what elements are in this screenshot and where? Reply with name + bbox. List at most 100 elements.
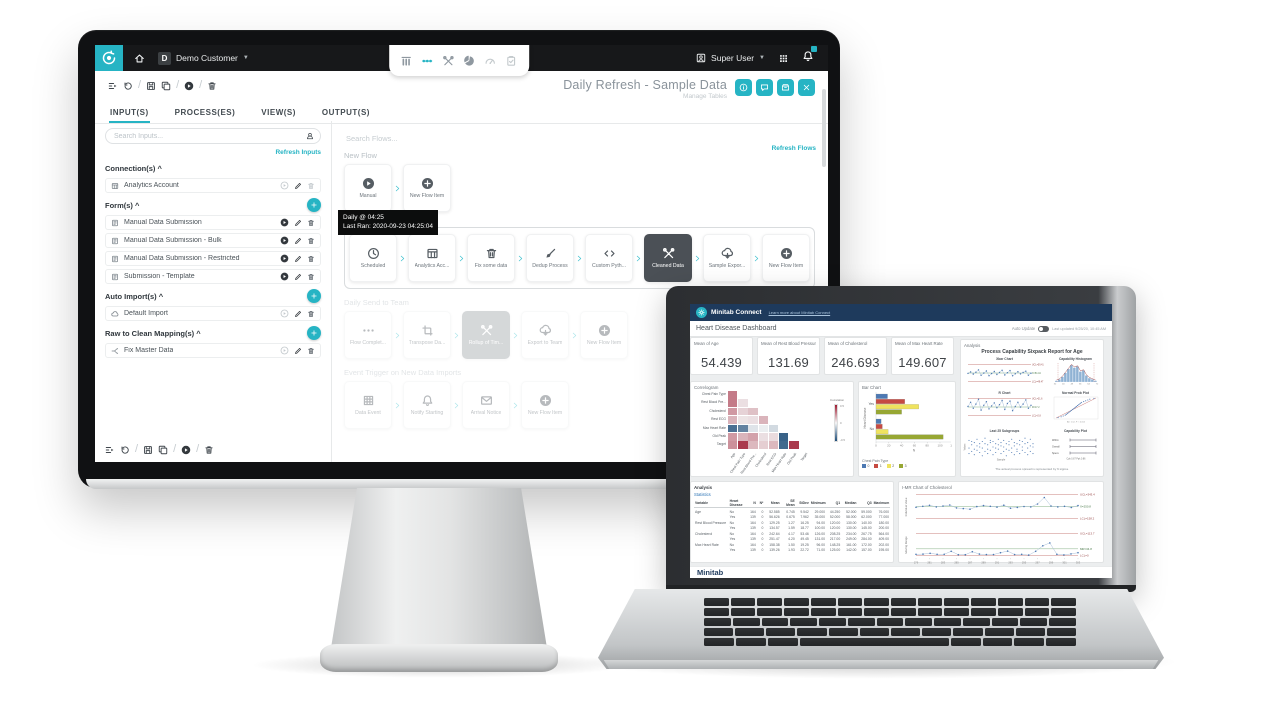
flow-step-sample-expor[interactable]: Sample Expor...: [703, 234, 751, 282]
heatmap-cell: [738, 407, 748, 416]
chat-button[interactable]: [756, 79, 773, 96]
run-icon[interactable]: [280, 309, 289, 318]
nav-flow-dots-icon[interactable]: [421, 55, 433, 67]
flow-step-scheduled[interactable]: Scheduled: [349, 234, 397, 282]
list-item-manual-data-submission-restricted[interactable]: Manual Data Submission - Restricted: [105, 251, 321, 266]
delete-icon[interactable]: [307, 347, 315, 355]
learn-more-link[interactable]: Learn more about Minitab Connect: [768, 310, 831, 315]
flow-step-fix-some-data[interactable]: Fix some data: [467, 234, 515, 282]
nav-tools-icon[interactable]: [442, 55, 454, 67]
delete-icon[interactable]: [307, 182, 315, 190]
refresh-inputs-link[interactable]: Refresh Inputs: [275, 149, 321, 156]
flow-step-manual[interactable]: Manual: [344, 164, 392, 212]
auto-update-toggle[interactable]: [1038, 325, 1050, 332]
org-selector[interactable]: D Demo Customer ▼: [158, 51, 249, 65]
section-label[interactable]: Connection(s) ^: [105, 163, 162, 173]
tab-output-s[interactable]: OUTPUT(S): [321, 108, 370, 117]
user-menu[interactable]: Super User ▼: [696, 53, 765, 63]
flow-step-new-flow-item[interactable]: New Flow Item: [521, 381, 569, 429]
run-icon[interactable]: [280, 254, 289, 263]
list-item-manual-data-submission-bulk[interactable]: Manual Data Submission - Bulk: [105, 233, 321, 248]
section-label[interactable]: Form(s) ^: [105, 200, 140, 210]
tab-input-s[interactable]: INPUT(S): [109, 104, 150, 123]
delete-icon[interactable]: [307, 255, 315, 263]
toolbar-flow-list-icon[interactable]: [108, 81, 118, 91]
apps-grid-icon[interactable]: [778, 53, 789, 64]
toolbar-flow-list-icon[interactable]: [105, 445, 115, 455]
flow-step-arrival-notice[interactable]: Arrival Notice: [462, 381, 510, 429]
edit-icon[interactable]: [294, 219, 302, 227]
flow-step-cleaned-data[interactable]: Cleaned Data: [644, 234, 692, 282]
flow-step-new-flow-item[interactable]: New Flow Item: [403, 164, 451, 212]
list-item-default-import[interactable]: Default Import: [105, 306, 321, 321]
toolbar-trash-icon[interactable]: [207, 81, 217, 91]
run-icon[interactable]: [280, 272, 289, 281]
flow-step-notify-starting[interactable]: Notify Starting: [403, 381, 451, 429]
toolbar-play-c-icon[interactable]: [184, 81, 194, 91]
close-button[interactable]: [798, 79, 815, 96]
add-button[interactable]: [307, 289, 321, 303]
selected-flow[interactable]: Daily @ 04:25 Last Ran: 2020-09-23 04:25:…: [338, 210, 815, 289]
statistics-link[interactable]: Statistics: [694, 492, 711, 497]
divider-slash: /: [138, 79, 142, 91]
toolbar-save-icon[interactable]: [143, 445, 153, 455]
run-icon[interactable]: [280, 346, 289, 355]
search-flows-field[interactable]: [344, 133, 816, 144]
edit-icon[interactable]: [294, 273, 302, 281]
delete-icon[interactable]: [307, 237, 315, 245]
list-item-submission-template[interactable]: Submission - Template: [105, 269, 321, 284]
flow-step-transpose-da[interactable]: Transpose Da...: [403, 311, 451, 359]
edit-icon[interactable]: [294, 347, 302, 355]
nav-clipboard-icon[interactable]: [505, 55, 517, 67]
list-item-analytics-account[interactable]: Analytics Account: [105, 178, 321, 193]
toolbar-history-icon[interactable]: [120, 445, 130, 455]
flow-step-flow-complet[interactable]: Flow Complet...: [344, 311, 392, 359]
flow-step-export-to-team[interactable]: Export to Team: [521, 311, 569, 359]
run-icon[interactable]: [280, 181, 289, 190]
box-button[interactable]: [777, 79, 794, 96]
flow-step-new-flow-item[interactable]: New Flow Item: [762, 234, 810, 282]
flow-step-custom-pyth[interactable]: Custom Pyth...: [585, 234, 633, 282]
add-button[interactable]: [307, 326, 321, 340]
tab-process-es[interactable]: PROCESS(ES): [174, 108, 236, 117]
delete-icon[interactable]: [307, 310, 315, 318]
heatmap-cell: [768, 424, 779, 433]
run-icon[interactable]: [280, 218, 289, 227]
flow-step-analytics-acc[interactable]: Analytics Acc...: [408, 234, 456, 282]
delete-icon[interactable]: [307, 273, 315, 281]
flow-step-dedup-process[interactable]: Dedup Process: [526, 234, 574, 282]
nav-gauge-icon[interactable]: [484, 55, 496, 67]
nav-columns-icon[interactable]: [400, 55, 412, 67]
search-inputs-field[interactable]: [112, 131, 306, 141]
svg-text:LCL=2.8: LCL=2.8: [1032, 416, 1041, 418]
run-icon[interactable]: [280, 236, 289, 245]
minitab-connect-logo[interactable]: [95, 45, 123, 71]
scrollbar[interactable]: [822, 89, 826, 167]
edit-icon[interactable]: [294, 237, 302, 245]
flow-step-data-event[interactable]: Data Event: [344, 381, 392, 429]
info-button[interactable]: [735, 79, 752, 96]
person-icon[interactable]: [306, 132, 314, 140]
add-button[interactable]: [307, 198, 321, 212]
list-item-fix-master-data[interactable]: Fix Master Data: [105, 343, 321, 358]
edit-icon[interactable]: [294, 182, 302, 190]
list-item-manual-data-submission[interactable]: Manual Data Submission: [105, 215, 321, 230]
edit-icon[interactable]: [294, 310, 302, 318]
toolbar-trash-icon[interactable]: [204, 445, 214, 455]
section-label[interactable]: Raw to Clean Mapping(s) ^: [105, 328, 201, 338]
toolbar-save-icon[interactable]: [146, 81, 156, 91]
toolbar-copy-icon[interactable]: [158, 445, 168, 455]
home-icon[interactable]: [134, 53, 145, 64]
nav-pie-icon[interactable]: [463, 55, 475, 67]
notifications-bell[interactable]: [802, 46, 817, 67]
flow-step-rollup-of-tim[interactable]: Rollup of Tim...: [462, 311, 510, 359]
delete-icon[interactable]: [307, 219, 315, 227]
edit-icon[interactable]: [294, 255, 302, 263]
flow-step-new-flow-item[interactable]: New Flow Item: [580, 311, 628, 359]
refresh-flows-link[interactable]: Refresh Flows: [771, 145, 816, 152]
toolbar-history-icon[interactable]: [123, 81, 133, 91]
tab-view-s[interactable]: VIEW(S): [261, 108, 296, 117]
toolbar-copy-icon[interactable]: [161, 81, 171, 91]
toolbar-play-c-icon[interactable]: [181, 445, 191, 455]
section-label[interactable]: Auto Import(s) ^: [105, 291, 164, 301]
